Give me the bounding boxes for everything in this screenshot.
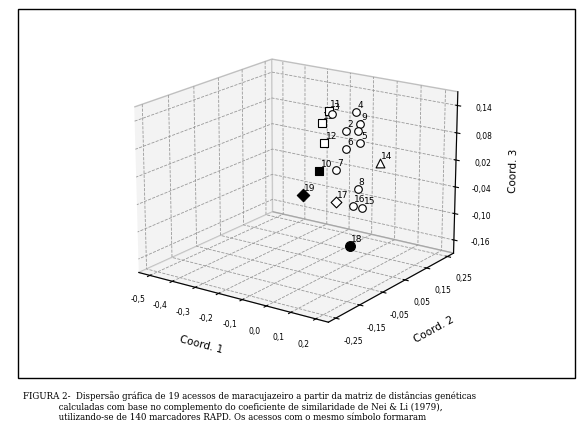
- X-axis label: Coord. 1: Coord. 1: [179, 335, 224, 356]
- Y-axis label: Coord. 2: Coord. 2: [412, 314, 456, 344]
- Text: FIGURA 2-  Dispersão gráfica de 19 acessos de maracujazeiro a partir da matriz d: FIGURA 2- Dispersão gráfica de 19 acesso…: [23, 392, 477, 422]
